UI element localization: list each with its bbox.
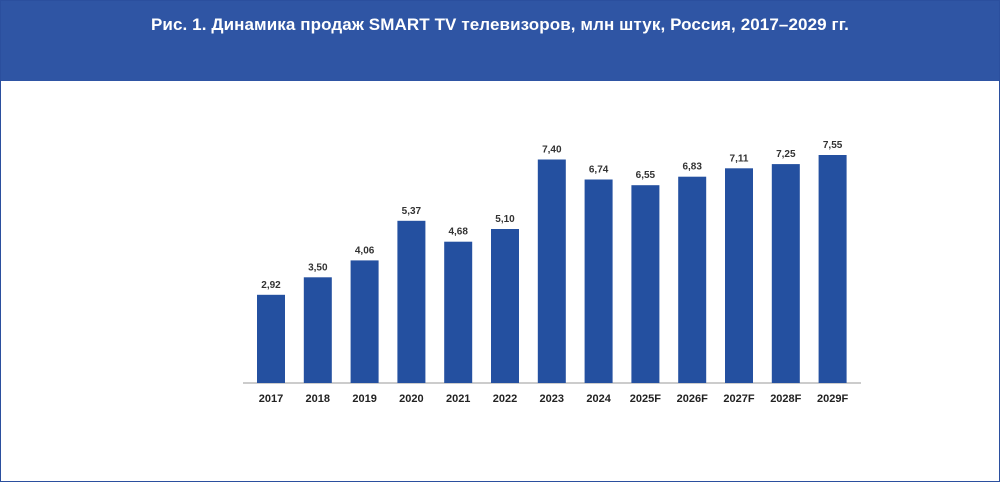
value-label-2026F: 6,83 [682,162,702,173]
bars-group [257,155,847,383]
x-tick-2028F: 2028F [770,393,801,405]
bar-2026F [678,176,707,383]
x-tick-2024: 2024 [586,393,611,405]
value-labels-group: 2,92 3,50 4,06 5,37 4,68 5,10 7,40 6,74 6,55 6,83… [261,140,843,291]
x-tick-2018: 2018 [306,393,330,405]
value-label-2018: 3,50 [308,262,328,273]
bar-2018 [303,277,332,383]
value-label-2021: 4,68 [448,227,468,238]
value-label-2025F: 6,55 [636,170,656,181]
x-tick-2027F: 2027F [723,393,754,405]
x-tick-2019: 2019 [352,393,376,405]
bar-2017 [257,294,285,383]
bar-2019 [350,260,379,383]
value-label-2022: 5,10 [495,214,515,225]
x-tick-2025F: 2025F [630,393,661,405]
value-label-2028F: 7,25 [776,149,796,160]
value-label-2020: 5,37 [402,206,422,217]
bar-2028F [771,164,800,383]
value-label-2023: 7,40 [542,145,562,156]
value-label-2027F: 7,11 [730,153,749,164]
x-tick-2022: 2022 [493,393,517,405]
x-tick-2017: 2017 [259,393,283,405]
x-tick-2023: 2023 [540,393,564,405]
bar-2021 [444,241,473,383]
x-tick-2021: 2021 [446,393,470,405]
bar-2023 [537,159,566,383]
value-label-2019: 4,06 [355,245,375,256]
value-label-2017: 2,92 [261,280,281,291]
figure-header: Рис. 1. Динамика продаж SMART TV телевиз… [1,1,999,81]
x-tick-2026F: 2026F [677,393,708,405]
x-tick-2020: 2020 [399,393,423,405]
bar-2020 [397,220,426,383]
x-tick-2029F: 2029F [817,393,848,405]
x-tick-labels-group: 2017 2018 2019 2020 2021 2022 2023 2024 2025F 202… [259,393,849,405]
value-label-2024: 6,74 [589,165,609,176]
bar-2027F [725,168,753,383]
bar-2024 [584,179,613,383]
value-label-2029F: 7,55 [823,140,843,151]
figure-title: Рис. 1. Динамика продаж SMART TV телевиз… [150,15,849,34]
bar-2029F [818,155,847,383]
bar-2025F [631,185,660,383]
bar-2022 [491,229,519,383]
